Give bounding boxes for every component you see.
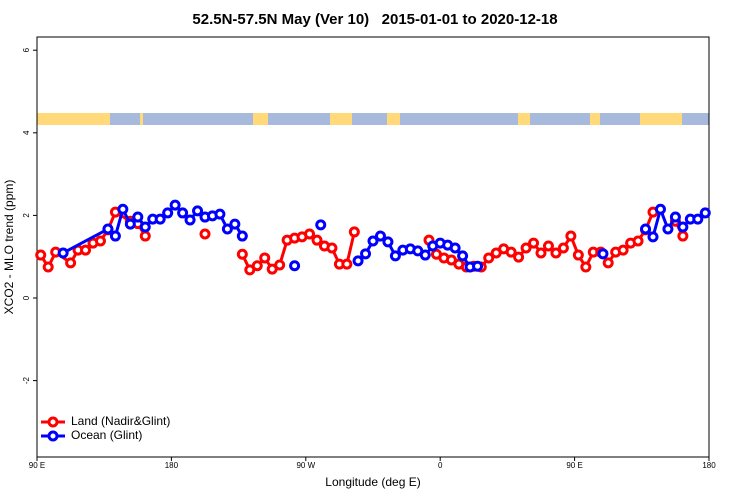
land-mask-strip [37,113,709,125]
data-point [274,259,286,271]
data-point [520,242,532,254]
legend-label: Land (Nadir&Glint) [71,414,170,428]
y-tick-label: 0 [22,295,31,300]
data-point [542,240,554,252]
data-point [348,226,360,238]
data-point [557,242,569,254]
y-tick-label: -2 [22,376,31,384]
data-point [315,219,327,231]
legend-marker [47,416,59,428]
data-point [259,252,271,264]
data-point [472,260,484,272]
y-tick-label: 4 [22,130,31,135]
data-point [162,207,174,219]
data-point [214,208,226,220]
y-tick-label: 6 [22,47,31,52]
data-point [647,231,659,243]
data-point [139,230,151,242]
data-point [535,247,547,259]
data-point [80,244,92,256]
data-point [199,228,211,240]
x-tick-label: 0 [438,461,443,470]
data-point [184,214,196,226]
data-point [632,235,644,247]
data-point [572,249,584,261]
data-point [117,203,129,215]
legend-marker [47,430,59,442]
x-tick-label: 90 E [566,461,582,470]
data-point [311,234,323,246]
data-point [360,248,372,260]
data-point [677,230,689,242]
data-point [177,207,189,219]
x-tick-label: 180 [165,461,179,470]
data-point [341,258,353,270]
x-tick-label: 90 E [29,461,45,470]
plot-frame [36,36,710,458]
x-tick-label: 90 W [296,461,315,470]
data-point [640,223,652,235]
data-point [513,251,525,263]
data-point [580,261,592,273]
data-point [236,248,248,260]
data-point [229,218,241,230]
data-point [65,257,77,269]
data-point [654,203,666,215]
y-tick-label: 2 [22,213,31,218]
data-point [602,257,614,269]
data-point [699,207,711,219]
data-point [483,252,495,264]
x-axis-label: Longitude (deg E) [325,475,420,489]
data-point [419,249,431,261]
data-point [528,237,540,249]
data-point [139,221,151,233]
data-point [94,235,106,247]
data-point [669,211,681,223]
data-point [367,235,379,247]
data-point [692,213,704,225]
y-axis-label: XCO2 - MLO trend (ppm) [2,180,16,315]
data-point [221,223,233,235]
data-point [326,242,338,254]
data-point [352,255,364,267]
data-point [132,211,144,223]
data-point [304,228,316,240]
data-point [109,230,121,242]
data-point [57,247,69,259]
data-point [505,246,517,258]
data-point [565,230,577,242]
data-point [550,247,562,259]
data-point [374,230,386,242]
data-point [236,230,248,242]
chart-title: 52.5N-57.5N May (Ver 10) 2015-01-01 to 2… [192,11,557,28]
data-point [389,250,401,262]
data-point [617,244,629,256]
data-point [457,250,469,262]
data-point [382,236,394,248]
data-point [42,261,54,273]
data-point [289,260,301,272]
data-point [677,221,689,233]
data-point [169,199,181,211]
data-point [154,213,166,225]
legend-label: Ocean (Glint) [71,428,142,442]
x-tick-label: 180 [702,461,716,470]
data-point [662,223,674,235]
data-point [124,218,136,230]
data-point [35,249,47,261]
data-point [102,223,114,235]
data-point [192,205,204,217]
data-point [449,242,461,254]
data-point [597,248,609,260]
data-point [251,260,263,272]
